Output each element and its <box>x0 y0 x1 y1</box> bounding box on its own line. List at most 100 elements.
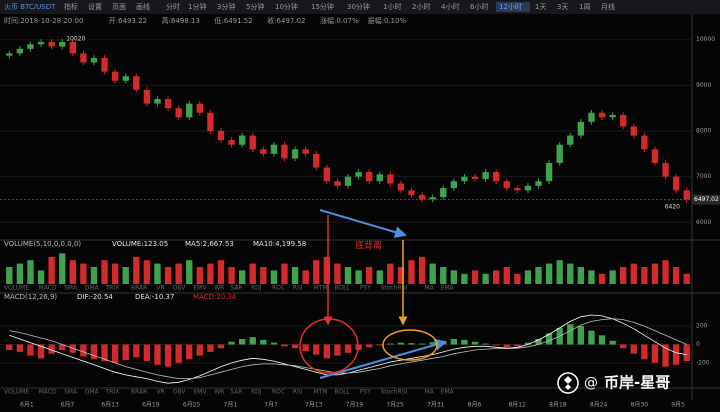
macd-bar <box>588 330 595 345</box>
y-tick-label: 6000 <box>696 219 711 226</box>
indicator-tab[interactable]: OBV <box>173 389 187 396</box>
indicator-tab[interactable]: VOLUME <box>4 285 29 292</box>
indicator-tab[interactable]: PSY <box>360 389 371 396</box>
indicator-tab[interactable]: KDJ <box>251 285 262 292</box>
indicator-tab[interactable]: EMA <box>441 389 455 396</box>
x-tick-label: 8月18 <box>549 402 567 409</box>
tool-button[interactable]: 画线 <box>136 2 150 11</box>
candle-body <box>514 188 521 191</box>
indicator-tab[interactable]: RSI <box>293 285 303 292</box>
indicator-tab[interactable]: EMV <box>193 285 207 292</box>
candle-body <box>662 162 669 177</box>
x-tick-label: 6月19 <box>142 402 160 409</box>
candle-body <box>630 126 637 136</box>
indicator-tab[interactable]: MTM <box>314 389 328 396</box>
volume-bar <box>588 270 595 284</box>
tool-button[interactable]: 页面 <box>112 3 126 11</box>
indicator-tab[interactable]: StochRSI <box>381 389 408 396</box>
candle-body <box>365 172 373 182</box>
indicator-tab[interactable]: MA <box>424 389 434 396</box>
indicator-tab[interactable]: WR <box>214 285 224 292</box>
candle-body <box>186 103 193 118</box>
annotation: 底背离 <box>355 240 382 252</box>
indicator-tab[interactable]: DMA <box>85 285 100 292</box>
volume-bar <box>524 270 532 284</box>
period-button[interactable]: 3分钟 <box>217 2 235 11</box>
period-button[interactable]: 1周 <box>579 3 590 11</box>
indicator-tab[interactable]: TRIX <box>105 285 120 292</box>
indicator-tab[interactable]: BOLL <box>334 285 350 292</box>
macd-bar <box>662 344 669 367</box>
indicator-tab[interactable]: VOLUME <box>4 389 29 396</box>
indicator-tab[interactable]: KDJ <box>251 389 262 396</box>
indicator-tab[interactable]: VR <box>156 389 164 396</box>
period-button[interactable]: 1分钟 <box>188 2 206 11</box>
indicator-tab[interactable]: BRAR <box>131 389 147 396</box>
indicator-tab[interactable]: MACD <box>39 285 57 292</box>
indicator-tab[interactable]: EMA <box>441 285 455 292</box>
period-button[interactable]: 2小时 <box>412 2 430 11</box>
candle-body <box>16 48 24 54</box>
indicator-tab[interactable]: BRAR <box>131 285 147 292</box>
period-button[interactable]: 分时 <box>166 2 180 11</box>
annotations <box>299 209 447 379</box>
period-button[interactable]: 3天 <box>557 3 568 11</box>
period-button[interactable]: 月线 <box>601 2 615 11</box>
macd-bar <box>387 343 394 345</box>
indicator-tab[interactable]: MACD <box>39 389 57 396</box>
volume-bar <box>662 260 669 284</box>
candle-body <box>323 167 331 182</box>
tool-button[interactable]: 设置 <box>88 2 102 11</box>
macd-bar <box>238 338 246 345</box>
volume-bar <box>164 267 172 284</box>
indicator-tab[interactable]: WR <box>214 389 224 396</box>
volume-bar <box>461 273 468 284</box>
indicator-tab[interactable]: ROC <box>272 389 285 396</box>
indicator-tab[interactable]: SMA <box>64 285 78 292</box>
macd-bar <box>598 335 606 345</box>
macd-bar <box>101 344 108 362</box>
macd-bar <box>16 344 24 352</box>
period-button[interactable]: 30分钟 <box>347 2 370 11</box>
indicator-tab[interactable]: RSI <box>293 389 303 396</box>
macd-bar <box>48 344 55 354</box>
period-button[interactable]: 1小时 <box>383 2 401 11</box>
indicator-tab[interactable]: SAR <box>230 285 242 292</box>
period-button[interactable]: 5分钟 <box>246 2 264 11</box>
indicator-tab[interactable]: OBV <box>173 285 187 292</box>
macd-bar <box>281 344 288 347</box>
indicator-tab[interactable]: SMA <box>64 389 78 396</box>
volume-bar <box>620 267 627 284</box>
candle-body <box>651 149 659 163</box>
period-button[interactable]: 12小时 <box>499 2 522 11</box>
macd-bar <box>397 342 405 345</box>
macd-bar <box>641 344 648 360</box>
volume-bar <box>450 270 458 284</box>
tool-button[interactable]: 指标 <box>64 2 78 11</box>
indicator-tab[interactable]: EMV <box>193 389 207 396</box>
indicator-tab[interactable]: MA <box>424 285 434 292</box>
period-button[interactable]: 4小时 <box>441 2 459 11</box>
period-button[interactable]: 6小时 <box>470 2 488 11</box>
indicator-tab[interactable]: ROC <box>272 285 285 292</box>
indicator-tab[interactable]: DMA <box>85 389 100 396</box>
volume-bar <box>672 267 680 284</box>
trend-arrow <box>319 209 407 238</box>
macd-bar <box>429 342 436 345</box>
macd-bar <box>334 344 341 356</box>
indicator-tab[interactable]: BOLL <box>334 389 350 396</box>
indicator-tab[interactable]: TRIX <box>105 389 120 396</box>
indicator-tab[interactable]: StochRSI <box>381 285 408 292</box>
volume-bar <box>609 270 616 284</box>
indicator-tab[interactable]: VR <box>156 285 164 292</box>
candle-body <box>175 108 182 118</box>
indicator-tab[interactable]: PSY <box>360 285 371 292</box>
x-tick-label: 6月1 <box>20 402 34 409</box>
candle-body <box>196 103 203 113</box>
indicator-tab[interactable]: MTM <box>314 285 328 292</box>
period-button[interactable]: 10分钟 <box>275 2 298 11</box>
period-button[interactable]: 1天 <box>535 3 546 11</box>
period-button[interactable]: 15分钟 <box>311 2 334 11</box>
volume-bar <box>291 267 299 284</box>
indicator-tab[interactable]: SAR <box>230 389 242 396</box>
